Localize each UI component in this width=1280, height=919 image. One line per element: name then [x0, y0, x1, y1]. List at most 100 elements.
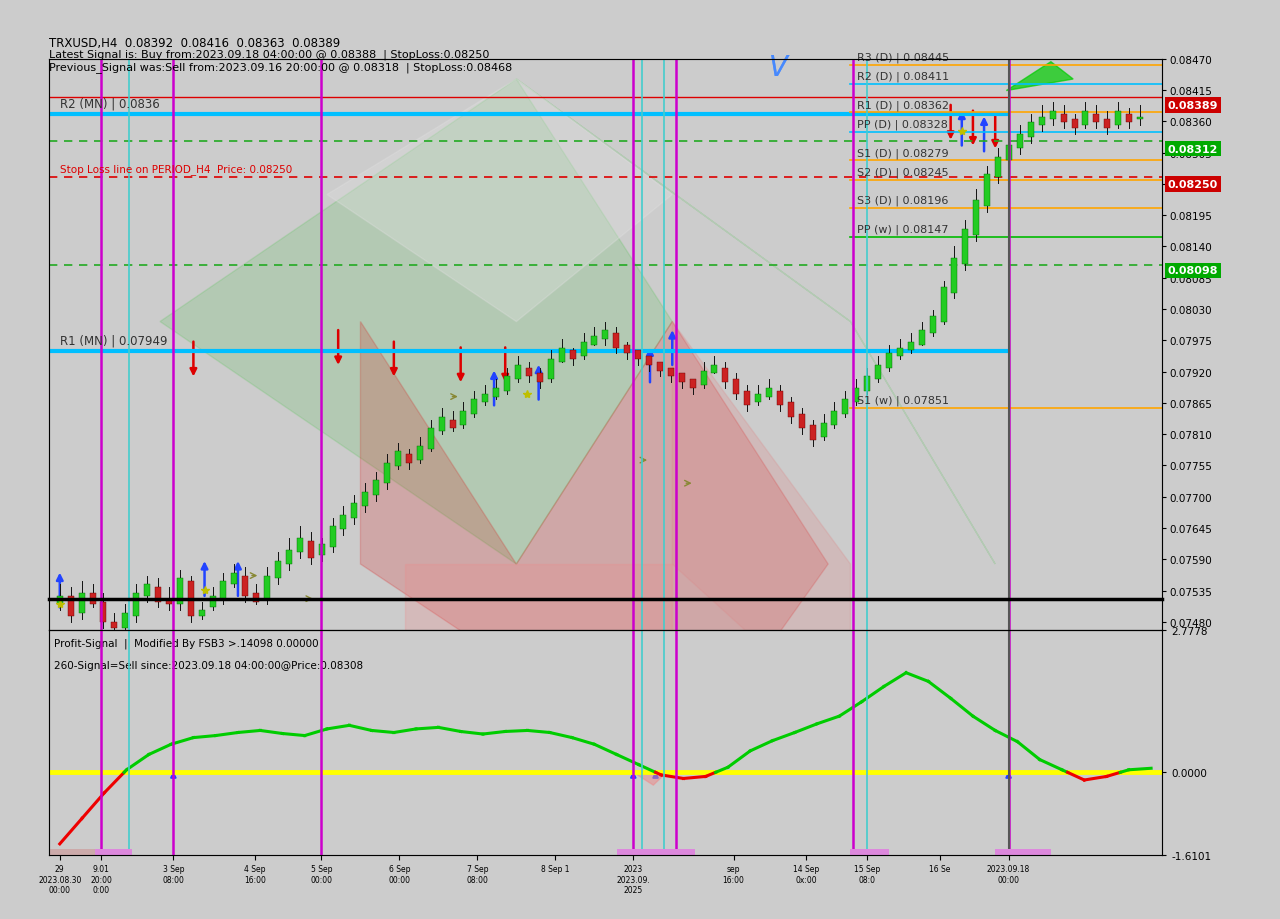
Bar	[581, 343, 586, 357]
Bar	[220, 582, 227, 599]
Bar	[1016, 135, 1023, 149]
Bar	[493, 389, 499, 397]
Bar	[384, 463, 390, 483]
Bar	[657, 362, 663, 371]
Bar	[471, 400, 477, 414]
Bar	[929, 316, 936, 334]
Bar	[820, 423, 827, 437]
Bar	[1061, 115, 1066, 123]
Bar	[897, 348, 902, 357]
Polygon shape	[516, 80, 996, 564]
Bar	[449, 420, 456, 429]
Bar	[755, 394, 762, 403]
Bar	[1115, 111, 1121, 126]
Bar	[362, 493, 369, 506]
Bar	[810, 426, 815, 440]
Bar	[1028, 123, 1034, 138]
Text: Latest Signal is: Buy from:2023.09.18 04:00:00 @ 0.08388  | StopLoss:0.08250: Latest Signal is: Buy from:2023.09.18 04…	[49, 50, 489, 60]
Polygon shape	[160, 80, 672, 564]
Text: 260-Signal=Sell since:2023.09.18 04:00:00@Price:0.08308: 260-Signal=Sell since:2023.09.18 04:00:0…	[54, 660, 364, 670]
Text: V: V	[768, 54, 787, 83]
Bar	[232, 573, 237, 584]
Bar	[264, 576, 270, 599]
Bar	[635, 351, 641, 359]
Bar	[646, 357, 652, 366]
Text: 0.08250: 0.08250	[1167, 180, 1219, 189]
Text: Stop Loss line on PERIOD_H4  Price: 0.08250: Stop Loss line on PERIOD_H4 Price: 0.082…	[60, 165, 292, 176]
Bar	[963, 230, 969, 265]
Bar	[96, 849, 132, 855]
Bar	[613, 334, 620, 348]
Bar	[787, 403, 794, 417]
Text: PP (D) | 0.08328: PP (D) | 0.08328	[858, 119, 948, 130]
Bar	[625, 346, 630, 354]
Text: 0.08389: 0.08389	[1167, 101, 1219, 111]
Bar	[166, 599, 172, 605]
Bar	[591, 336, 598, 346]
Text: PP (w) | 0.08147: PP (w) | 0.08147	[858, 224, 948, 234]
Bar	[1039, 118, 1044, 126]
Bar	[951, 259, 957, 293]
Bar	[536, 374, 543, 382]
Text: V: V	[768, 54, 787, 83]
Text: R1 (MN) | 0.07949: R1 (MN) | 0.07949	[60, 334, 168, 347]
Bar	[307, 541, 314, 559]
Bar	[854, 389, 859, 403]
Text: Profit-Signal  |  Modified By FSB3 >.14098 0.00000: Profit-Signal | Modified By FSB3 >.14098…	[54, 638, 319, 648]
Bar	[1093, 115, 1100, 123]
Bar	[242, 576, 248, 596]
Bar	[548, 359, 554, 380]
Bar	[1071, 120, 1078, 129]
Polygon shape	[404, 564, 672, 726]
Bar	[1126, 115, 1132, 123]
Bar	[570, 351, 576, 359]
Bar	[439, 417, 444, 432]
Text: 0.08098: 0.08098	[1167, 267, 1219, 276]
Bar	[1050, 111, 1056, 120]
Bar	[700, 371, 707, 386]
Polygon shape	[361, 323, 828, 784]
Bar	[428, 429, 434, 449]
Bar	[188, 582, 193, 617]
Bar	[198, 610, 205, 617]
Bar	[90, 594, 96, 605]
Bar	[275, 562, 282, 579]
Bar	[850, 849, 890, 855]
Bar	[253, 594, 259, 602]
Bar	[406, 455, 412, 463]
Bar	[329, 527, 335, 547]
Bar	[941, 288, 947, 323]
Bar	[297, 539, 303, 553]
Bar	[374, 481, 379, 495]
Bar	[133, 594, 140, 617]
Bar	[678, 374, 685, 382]
Text: R3 (D) | 0.08445: R3 (D) | 0.08445	[858, 52, 950, 62]
Bar	[285, 550, 292, 564]
Text: S1 (D) | 0.08279: S1 (D) | 0.08279	[858, 148, 948, 158]
Bar	[712, 366, 717, 374]
Bar	[919, 331, 924, 346]
Bar	[504, 377, 511, 391]
Bar	[832, 412, 837, 426]
Bar	[864, 377, 870, 391]
Bar	[886, 354, 892, 369]
Bar	[210, 596, 215, 607]
Bar	[417, 447, 422, 460]
Polygon shape	[634, 773, 667, 785]
Bar	[483, 394, 488, 403]
Text: TRXUSD,H4  0.08392  0.08416  0.08363  0.08389: TRXUSD,H4 0.08392 0.08416 0.08363 0.0838…	[49, 37, 340, 50]
Bar	[145, 584, 150, 596]
Bar	[56, 596, 63, 605]
Bar	[100, 602, 106, 622]
Polygon shape	[672, 323, 850, 726]
Bar	[733, 380, 740, 394]
Bar	[996, 849, 1051, 855]
Bar	[668, 369, 673, 377]
Bar	[973, 201, 979, 235]
Bar	[340, 516, 347, 530]
Bar	[777, 391, 783, 406]
Bar	[1137, 118, 1143, 120]
Bar	[558, 348, 564, 362]
Text: R2 (D) | 0.08411: R2 (D) | 0.08411	[858, 72, 950, 82]
Bar	[78, 594, 84, 614]
